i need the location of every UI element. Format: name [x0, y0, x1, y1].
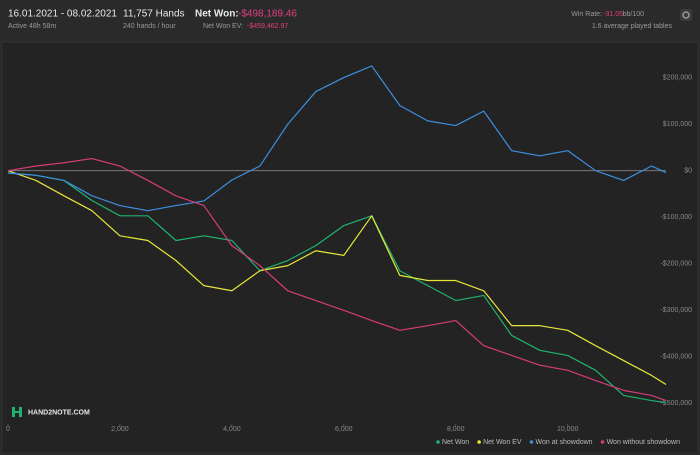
active-time: Active 48h 58m [8, 23, 56, 30]
legend-label: Net Won [442, 439, 469, 446]
y-tick-label: -$400,000 [660, 354, 692, 361]
legend-marker [477, 440, 481, 444]
legend-marker [600, 440, 605, 444]
settings-icon[interactable] [680, 9, 692, 21]
net-won-ev-label: Net Won EV: [203, 23, 243, 30]
logo-text: HAND2NOTE.COM [28, 409, 90, 416]
y-tick-label: -$100,000 [660, 214, 692, 221]
x-tick-label: 2,000 [111, 426, 129, 433]
legend-marker [436, 440, 440, 444]
logo: HAND2NOTE.COM [12, 407, 90, 417]
series-line [7, 65, 667, 212]
series-line [7, 172, 667, 404]
y-tick-label: $200,000 [663, 74, 692, 81]
x-tick-label: 0 [6, 426, 10, 433]
win-rate-unit: bb/100 [623, 11, 645, 18]
series-line [7, 157, 667, 402]
legend-marker [529, 440, 534, 444]
hands-per-hour: 240 hands / hour [123, 23, 176, 30]
net-won: -$498,189.46 [238, 9, 297, 20]
y-tick-label: -$200,000 [660, 261, 692, 268]
net-won-ev: -$459,462.97 [247, 23, 288, 30]
legend-label: Won without showdown [607, 439, 681, 446]
x-tick-label: 10,000 [557, 426, 579, 433]
legend-label: Won at showdown [536, 439, 593, 446]
net-won-label: Net Won: [195, 9, 239, 20]
legend: Net Won Net Won EV Won at showdown Won with… [436, 439, 680, 446]
x-tick-label: 4,000 [223, 426, 241, 433]
y-tick-label: $100,000 [663, 121, 692, 128]
win-rate-label: Win Rate: [571, 11, 602, 18]
x-tick-label: 6,000 [335, 426, 353, 433]
tables: 1.6 average played tables [592, 23, 673, 30]
series-line [7, 170, 667, 386]
win-rate: -31.05 [603, 11, 623, 18]
date-range: 16.01.2021 - 08.02.2021 [8, 9, 117, 20]
legend-label: Net Won EV [483, 439, 522, 446]
hands: 11,757 Hands [123, 9, 185, 20]
y-tick-label: $0 [684, 168, 692, 175]
y-tick-label: -$500,000 [660, 400, 692, 407]
y-tick-label: -$300,000 [660, 307, 692, 314]
x-tick-label: 8,000 [447, 426, 465, 433]
